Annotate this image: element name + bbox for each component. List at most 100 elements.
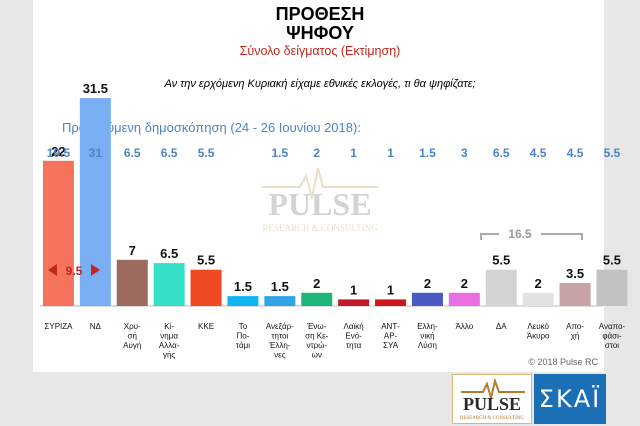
category-label: νες (274, 351, 286, 360)
chart-panel (33, 0, 604, 372)
bar (153, 263, 185, 306)
bar (522, 292, 554, 306)
bar-value-label: 5.5 (197, 253, 215, 268)
category-label: Αυγή (123, 341, 141, 350)
bar (79, 98, 111, 306)
page-title-line1: ΠΡΟΘΕΣΗ (275, 4, 365, 24)
bar-value-label: 1.5 (271, 279, 289, 294)
category-label: Ένω- (306, 322, 327, 331)
group-value: 16.5 (508, 227, 532, 241)
arrow-right-icon (91, 264, 100, 276)
bar-value-label: 1.5 (234, 279, 252, 294)
bar-value-label: 31.5 (83, 81, 108, 96)
previous-value-label: 6.5 (493, 146, 510, 160)
category-label: Άκυρο (527, 332, 550, 341)
category-label: τητοι (271, 332, 288, 341)
bar (190, 269, 222, 306)
previous-value-label: 1.5 (272, 146, 289, 160)
bar-value-label: 1 (387, 282, 394, 297)
category-label: τάμι (236, 341, 250, 350)
category-label: ΝΔ (90, 322, 102, 331)
previous-value-label: 1 (387, 146, 394, 160)
category-label: Λευκό (527, 322, 549, 331)
category-label: νημα (160, 332, 178, 341)
category-label: Πο- (237, 332, 250, 341)
category-label: ΚΚΕ (198, 322, 214, 331)
previous-value-label: 2 (313, 146, 320, 160)
bar (301, 292, 333, 306)
category-label: ΑΡ- (384, 332, 398, 341)
pulse-logo-sub: RESEARCH & CONSULTING (460, 416, 524, 421)
category-label: Χρυ- (124, 322, 141, 331)
bar (264, 296, 296, 306)
category-label: Το (239, 322, 248, 331)
arrow-left-icon (48, 264, 57, 276)
previous-value-label: 4.5 (567, 146, 584, 160)
category-label: Αναπο- (599, 322, 626, 331)
previous-poll-label: Προηγούμενη δημοσκόπηση (24 - 26 Ιουνίου… (62, 120, 361, 135)
category-label: Άλλο (456, 322, 474, 331)
previous-value-label: 5.5 (604, 146, 621, 160)
watermark-sub: RESEARCH & CONSULTING (262, 223, 378, 233)
survey-question: Αν την ερχόμενη Κυριακή είχαμε εθνικές ε… (164, 78, 476, 90)
watermark-word: PULSE (268, 186, 371, 222)
previous-value-label: 3 (461, 146, 468, 160)
category-label: γής (163, 351, 175, 360)
bar-value-label: 2 (424, 276, 431, 291)
bar-value-label: 7 (129, 243, 136, 258)
skai-logo: ΣΚΑΪ (534, 374, 606, 424)
category-label: χή (571, 332, 580, 341)
category-label: σή (128, 332, 137, 341)
category-label: Ανεξάρ- (266, 322, 294, 331)
category-label: ΣΥΑ (383, 341, 399, 350)
bar (375, 299, 407, 306)
category-label: Ελλη- (417, 322, 438, 331)
category-label: ντρώ- (306, 341, 327, 350)
bar (338, 299, 370, 306)
category-label: Κί- (164, 322, 174, 331)
page-title-line2: ΨΗΦΟΥ (286, 23, 354, 43)
category-label: Αλλα- (159, 341, 180, 350)
group-annotation: 16.5 (480, 227, 583, 241)
category-label: ων (312, 351, 322, 360)
bar (411, 292, 443, 306)
previous-value-label: 5.5 (198, 146, 215, 160)
previous-value-label: 6.5 (161, 146, 178, 160)
bar-value-label: 1 (350, 282, 357, 297)
category-label: Λύση (418, 341, 437, 350)
group-bracket-right (541, 233, 583, 240)
previous-value-label: 4.5 (530, 146, 547, 160)
bar-value-label: 2 (535, 276, 542, 291)
bar (596, 269, 628, 306)
bar (485, 269, 517, 306)
bar-value-label: 3.5 (566, 266, 584, 281)
category-label: ΣΥΡΙΖΑ (44, 322, 73, 331)
bar (227, 296, 259, 306)
pulse-logo-word: PULSE (462, 394, 522, 414)
pulse-logo-wave-icon (461, 378, 525, 400)
category-label: ΑΝΤ- (381, 322, 400, 331)
category-label: φάσι- (602, 332, 622, 341)
previous-value-label: 1 (350, 146, 357, 160)
previous-value-label: 6.5 (124, 146, 141, 160)
bar-value-label: 2 (461, 276, 468, 291)
bar (448, 292, 480, 306)
gap-value: 9.5 (66, 264, 83, 278)
pulse-watermark: PULSE RESEARCH & CONSULTING (262, 167, 378, 233)
previous-value-label: 31 (89, 146, 103, 160)
previous-value-label: 1.5 (419, 146, 436, 160)
page-subtitle: Σύνολο δείγματος (Εκτίμηση) (239, 44, 401, 58)
pulse-logo: PULSE RESEARCH & CONSULTING (452, 374, 532, 424)
category-label: στοι (605, 341, 619, 350)
bar-value-label: 5.5 (603, 253, 621, 268)
category-label: Λαϊκή (344, 322, 364, 331)
bar-value-label: 22 (51, 144, 65, 159)
bar (559, 282, 591, 306)
category-label: νική (420, 332, 434, 341)
bar-value-label: 6.5 (160, 246, 178, 261)
bar-value-label: 5.5 (492, 253, 510, 268)
bar (116, 259, 148, 306)
category-label: ση Κε- (305, 332, 329, 341)
category-label: Έλλη- (268, 341, 291, 350)
bar-value-label: 2 (313, 276, 320, 291)
